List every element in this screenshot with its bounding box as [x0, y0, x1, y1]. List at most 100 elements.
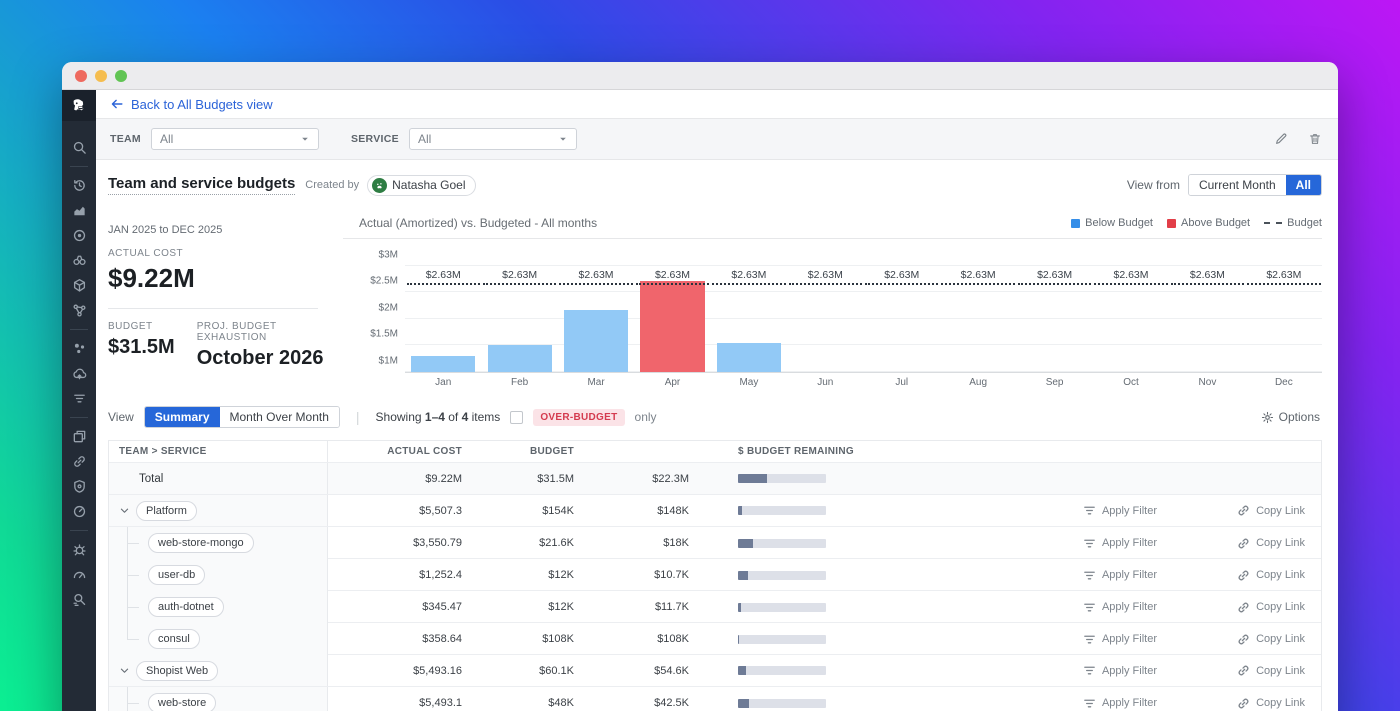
back-link-label: Back to All Budgets view [131, 96, 273, 112]
budget-remaining-bar [738, 698, 826, 708]
team-pill[interactable]: Shopist Web [136, 660, 219, 681]
sidebar-item-processes[interactable] [62, 336, 96, 361]
service-map-icon [72, 303, 87, 318]
funnel-icon [1082, 663, 1097, 678]
sidebar-item-integrations[interactable] [62, 449, 96, 474]
copy-link-button[interactable]: Copy Link [1236, 536, 1305, 551]
legend-item-above-budget[interactable]: Above Budget [1167, 217, 1250, 229]
copy-link-button[interactable]: Copy Link [1236, 696, 1305, 711]
legend-item-below-budget[interactable]: Below Budget [1071, 217, 1153, 229]
sidebar-item-apm[interactable] [62, 223, 96, 248]
service-pill[interactable]: web-store-mongo [148, 533, 254, 553]
sidebar-item-catalog[interactable] [62, 273, 96, 298]
sidebar-item-metrics[interactable] [62, 198, 96, 223]
copy-link-button[interactable]: Copy Link [1236, 632, 1305, 647]
monitors-icon [72, 567, 87, 582]
copy-link-button[interactable]: Copy Link [1236, 600, 1305, 615]
table-row-shopist-web: Shopist Web $5,493.16 $60.1K $54.6K Appl… [109, 655, 1321, 687]
service-pill[interactable]: user-db [148, 565, 206, 585]
tab-month-over-month[interactable]: Month Over Month [219, 407, 339, 427]
actual-cost-cell: $1,252.4 [419, 569, 462, 581]
collapse-chevron-icon[interactable] [119, 665, 130, 676]
budget-line-label: $2.63M [884, 269, 920, 282]
sidebar-item-audit[interactable] [62, 587, 96, 612]
budget-line-segment [712, 283, 786, 286]
apply-filter-button[interactable]: Apply Filter [1082, 696, 1157, 711]
apply-filter-label: Apply Filter [1101, 697, 1157, 709]
budget-line-segment [482, 283, 557, 286]
service-filter-label: SERVICE [350, 133, 399, 145]
sidebar-item-watchdog[interactable] [62, 248, 96, 273]
gear-icon [1261, 411, 1273, 423]
apply-filter-label: Apply Filter [1101, 601, 1157, 613]
view-from-current-month[interactable]: Current Month [1188, 175, 1286, 195]
apply-filter-button[interactable]: Apply Filter [1082, 568, 1157, 583]
copy-link-button[interactable]: Copy Link [1236, 503, 1305, 518]
apply-filter-button[interactable]: Apply Filter [1082, 632, 1157, 647]
page-header: Team and service budgets Created by Nata… [108, 174, 1322, 196]
budget-line-segment [941, 283, 1015, 286]
budget-line-segment [788, 283, 863, 286]
copy-link-button[interactable]: Copy Link [1236, 663, 1305, 678]
sidebar-item-dashboards[interactable] [62, 424, 96, 449]
remaining-cell: $10.7K [654, 569, 689, 581]
funnel-icon [1082, 696, 1097, 711]
apply-filter-button[interactable]: Apply Filter [1082, 503, 1157, 518]
sidebar-item-logs[interactable] [62, 386, 96, 411]
service-pill[interactable]: consul [148, 629, 200, 649]
zoom-window-button[interactable] [115, 69, 127, 82]
apply-filter-button[interactable]: Apply Filter [1082, 663, 1157, 678]
table-row-web-store: web-store $5,493.1 $48K $42.5K Apply Fil… [109, 687, 1321, 711]
over-budget-checkbox[interactable] [510, 410, 524, 424]
x-axis-label: Apr [664, 377, 681, 388]
sidebar-item-service-map[interactable] [62, 298, 96, 323]
chart-gridline [405, 291, 1322, 293]
sidebar-item-search[interactable] [62, 135, 96, 160]
apply-filter-button[interactable]: Apply Filter [1082, 536, 1157, 551]
link-icon [1236, 600, 1251, 615]
team-pill[interactable]: Platform [136, 500, 197, 521]
link-icon [1236, 696, 1251, 711]
edit-budget-button[interactable] [1274, 132, 1288, 146]
close-window-button[interactable] [75, 69, 87, 82]
sidebar-item-monitors[interactable] [62, 562, 96, 587]
view-from-all[interactable]: All [1285, 175, 1321, 195]
integrations-icon [72, 454, 87, 469]
collapse-chevron-icon[interactable] [119, 505, 130, 516]
sidebar-item-security[interactable] [62, 474, 96, 499]
copy-link-label: Copy Link [1256, 633, 1305, 645]
remaining-cell: $42.5K [654, 697, 689, 709]
tab-summary[interactable]: Summary [144, 407, 220, 427]
service-filter-select[interactable]: All [408, 128, 577, 150]
remaining-cell: $54.6K [654, 664, 689, 677]
app-window: Back to All Budgets view TEAM All SERVIC… [62, 62, 1338, 711]
app-sidebar [62, 90, 96, 711]
service-pill[interactable]: auth-dotnet [148, 597, 224, 617]
chart-month-aug: $2.63M [940, 255, 1016, 372]
datadog-logo[interactable] [62, 90, 96, 121]
sidebar-item-bug[interactable] [62, 537, 96, 562]
creator-pill[interactable]: Natasha Goel [367, 174, 476, 196]
sidebar-item-cloud[interactable] [62, 361, 96, 386]
options-button[interactable]: Options [1261, 410, 1322, 424]
copy-link-button[interactable]: Copy Link [1236, 568, 1305, 583]
team-filter-select[interactable]: All [150, 128, 319, 150]
back-to-all-budgets-link[interactable]: Back to All Budgets view [110, 97, 273, 112]
chart-gridline [405, 371, 1322, 372]
link-icon [1236, 632, 1251, 647]
legend-item-budget[interactable]: Budget [1264, 217, 1322, 229]
catalog-icon [72, 278, 87, 293]
remaining-cell: $22.3M [652, 472, 689, 485]
col-budget: BUDGET [529, 446, 574, 457]
delete-budget-button[interactable] [1308, 132, 1322, 146]
budget-remaining-bar [738, 570, 826, 580]
budget-line-segment [1170, 283, 1245, 286]
apply-filter-button[interactable]: Apply Filter [1082, 600, 1157, 615]
sidebar-item-synthetics[interactable] [62, 499, 96, 524]
service-pill[interactable]: web-store [148, 693, 217, 711]
minimize-window-button[interactable] [95, 69, 107, 82]
chart-gridline [405, 344, 1322, 346]
processes-icon [72, 341, 87, 356]
sidebar-item-history[interactable] [62, 173, 96, 198]
options-label: Options [1278, 410, 1320, 424]
